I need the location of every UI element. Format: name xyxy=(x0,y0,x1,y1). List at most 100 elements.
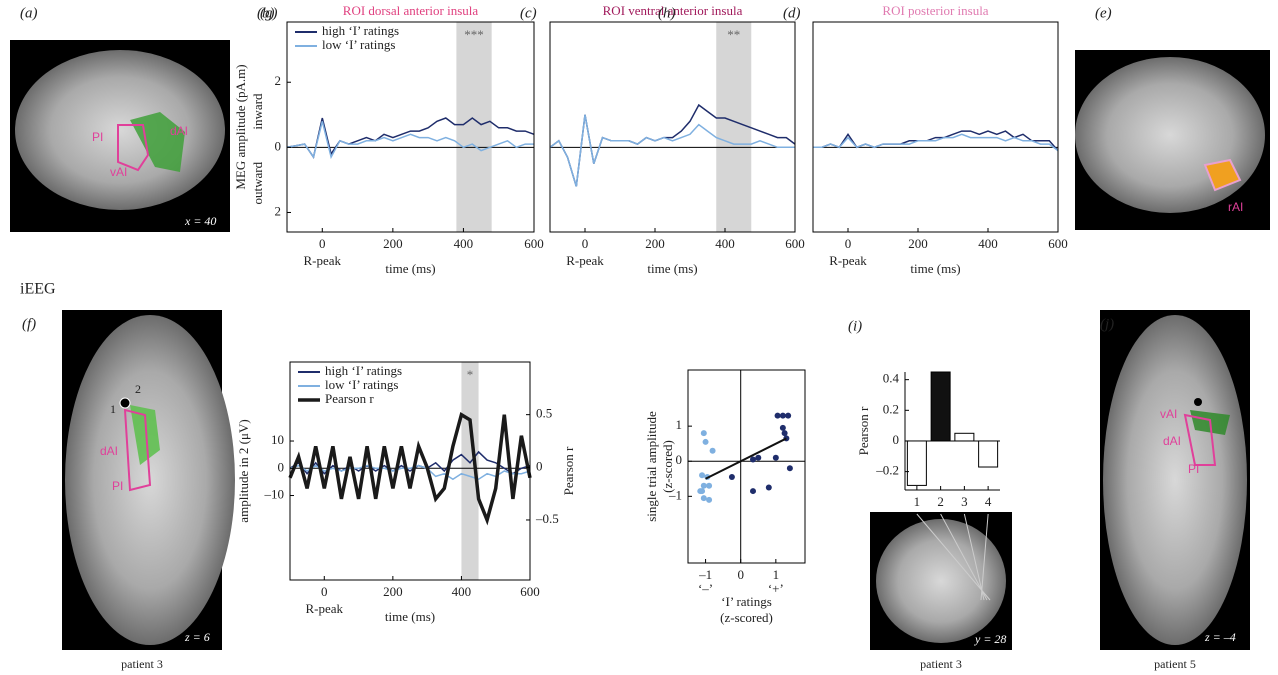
bar xyxy=(978,440,999,468)
electrode-label: 2 xyxy=(135,382,141,396)
roi-label: rAI xyxy=(1228,200,1243,214)
series-line xyxy=(549,114,795,187)
x-sublabel: ‘–’ xyxy=(698,581,713,596)
roi-outline xyxy=(123,408,152,492)
plot-frame xyxy=(286,21,535,233)
axis-label: Pearson r xyxy=(561,446,576,495)
y-tick-label: 10 xyxy=(271,432,284,447)
x-note: R-peak xyxy=(566,253,604,268)
significance-window xyxy=(456,22,492,232)
x-tick-label: –1 xyxy=(698,567,712,582)
x-tick-label: 200 xyxy=(645,236,665,251)
x-tick-label: 400 xyxy=(452,584,472,599)
y-tick-label: –10 xyxy=(264,487,285,502)
legend-label: high ‘I’ ratings xyxy=(322,23,399,38)
panel-label: (b) xyxy=(257,5,275,21)
x-note: R-peak xyxy=(829,253,867,268)
axis-direction: inward xyxy=(250,93,265,130)
scatter-point xyxy=(750,488,756,495)
chart-title: ROI dorsal anterior insula xyxy=(343,3,479,18)
plot-frame xyxy=(687,369,806,564)
scatter-point xyxy=(700,495,707,502)
electrode xyxy=(119,397,131,409)
axis-label: MEG amplitude (pA.m) xyxy=(233,64,248,189)
axis-label: ‘I’ ratings xyxy=(721,594,772,609)
scatter-point xyxy=(779,424,786,431)
y-tick-label: 0 xyxy=(893,432,900,447)
scatter-point xyxy=(702,438,709,445)
caption: patient 3 xyxy=(121,657,163,671)
slice-coordinate: z = –4 xyxy=(1204,630,1236,644)
y-tick-label: 0 xyxy=(676,452,683,467)
roi-label: dAI xyxy=(170,124,188,138)
scatter-point xyxy=(699,472,706,479)
x-tick-label: 200 xyxy=(383,584,403,599)
scatter-point xyxy=(772,454,779,461)
x-tick-label: 400 xyxy=(454,236,474,251)
series-line xyxy=(549,103,796,187)
electrode-pointer xyxy=(916,513,991,601)
significance-stars: *** xyxy=(464,27,484,42)
scatter-point xyxy=(700,430,707,437)
panel-label: (a) xyxy=(20,5,38,21)
roi-label: vAI xyxy=(1160,407,1177,421)
panel-label: (c) xyxy=(520,5,537,21)
x-tick-label: 3 xyxy=(961,494,968,509)
x-tick-label: 400 xyxy=(978,236,998,251)
slice-coordinate: x = 40 xyxy=(184,214,216,228)
scatter-point xyxy=(697,488,704,495)
scatter-point xyxy=(700,482,707,489)
x-tick-label: 4 xyxy=(985,494,992,509)
roi-label: vAI xyxy=(110,165,127,179)
scatter-point xyxy=(706,482,713,489)
scatter-point xyxy=(755,454,762,461)
roi-label: PI xyxy=(1188,462,1199,476)
series-line xyxy=(288,411,532,526)
slice-coordinate: y = 28 xyxy=(974,632,1006,646)
series-line xyxy=(286,121,534,160)
electrode xyxy=(1194,398,1202,406)
trend-line xyxy=(705,437,787,480)
x-tick-label: 400 xyxy=(715,236,735,251)
electrode-pointer xyxy=(980,513,989,601)
axis-label: amplitude in 2 (μV) xyxy=(236,419,251,522)
legend-label: Pearson r xyxy=(325,391,374,406)
plot-frame xyxy=(289,361,531,581)
bar xyxy=(906,440,927,486)
bar xyxy=(954,432,975,442)
axis-label: (z-scored) xyxy=(720,610,773,625)
caption: patient 5 xyxy=(1154,657,1196,671)
y-tick-label: 2 xyxy=(275,203,282,218)
significance-stars: ** xyxy=(727,27,740,42)
panel-label: (i) xyxy=(848,318,862,334)
brain-image xyxy=(15,50,225,210)
electrode-pointer xyxy=(963,513,985,601)
roi-label: PI xyxy=(92,130,103,144)
x-tick-label: 1 xyxy=(914,494,921,509)
panel-label: (j) xyxy=(1100,316,1114,332)
legend-label: low ‘I’ ratings xyxy=(322,37,395,52)
legend-label: low ‘I’ ratings xyxy=(325,377,398,392)
y2-tick-label: 0 xyxy=(536,458,543,473)
x-note: R-peak xyxy=(306,601,344,616)
x-sublabel: ‘+’ xyxy=(768,581,784,596)
y2-tick-label: –0.5 xyxy=(535,511,559,526)
x-tick-label: 2 xyxy=(937,494,944,509)
plot-frame xyxy=(549,21,796,233)
y2-tick-label: 0.5 xyxy=(536,406,552,421)
panel-label: (g) xyxy=(260,5,278,21)
axis-direction: outward xyxy=(250,161,265,204)
x-tick-label: 600 xyxy=(524,236,544,251)
x-tick-label: 600 xyxy=(785,236,805,251)
x-note: R-peak xyxy=(304,253,342,268)
series-line xyxy=(813,133,1059,152)
section-label: iEEG xyxy=(20,281,56,298)
roi-label: PI xyxy=(112,479,123,493)
y-tick-label: 2 xyxy=(275,73,282,88)
panel-label: (e) xyxy=(1095,5,1112,21)
axis-label: time (ms) xyxy=(647,261,697,276)
caption: patient 3 xyxy=(920,657,962,671)
y-tick-label: 0.4 xyxy=(883,371,900,386)
scatter-point xyxy=(785,412,792,419)
slice-coordinate: z = 6 xyxy=(184,630,210,644)
